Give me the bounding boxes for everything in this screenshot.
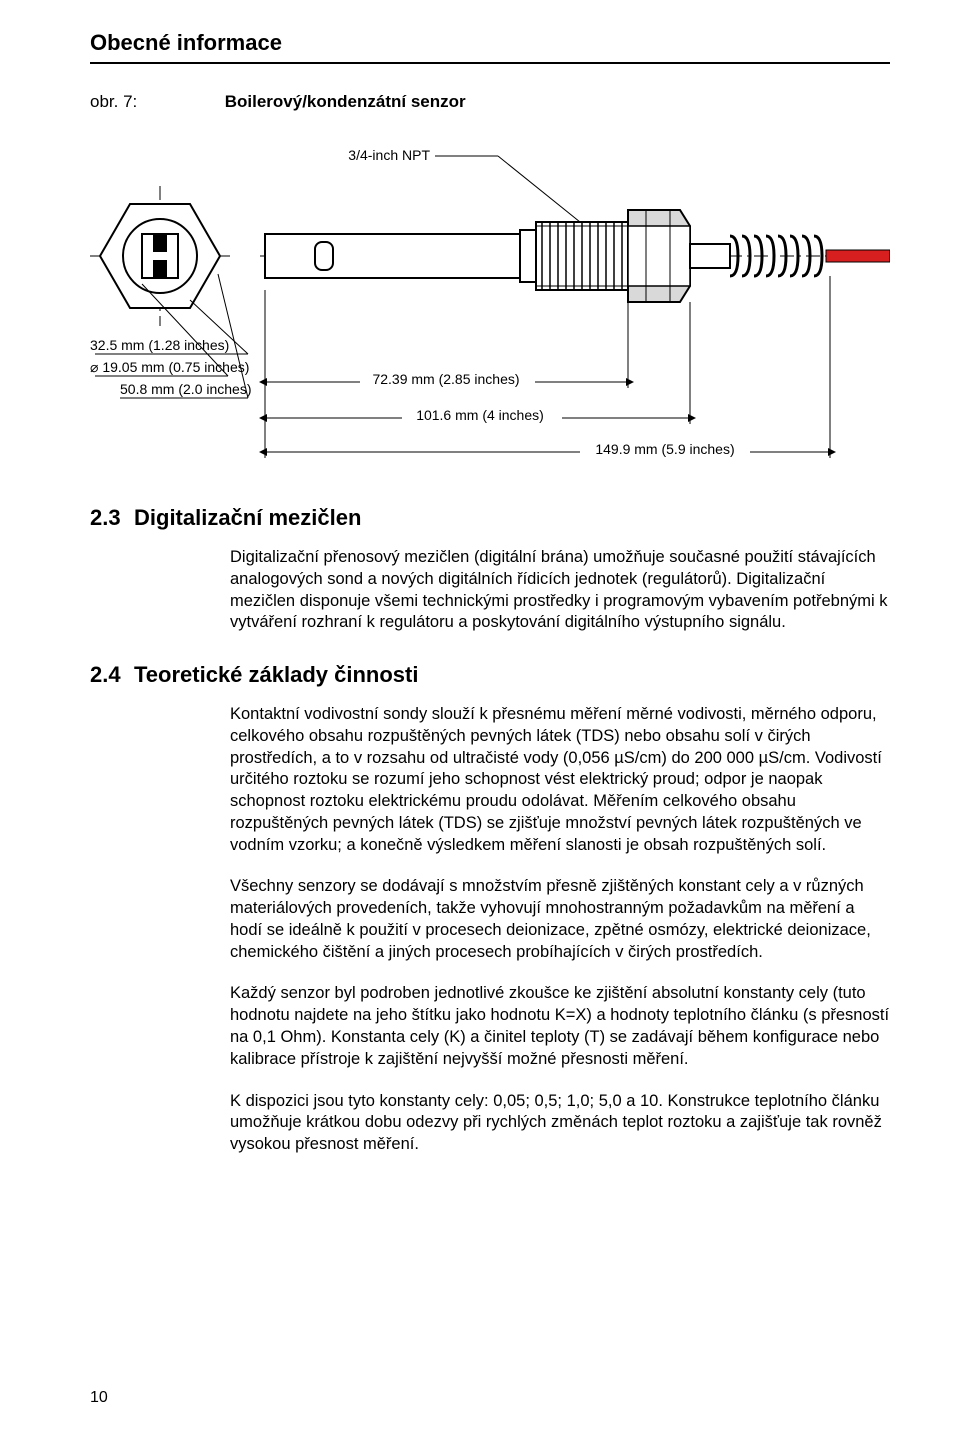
page-title: Obecné informace: [90, 30, 890, 56]
section-2-4-para-4: K dispozici jsou tyto konstanty cely: 0,…: [230, 1091, 890, 1156]
page-number: 10: [90, 1389, 108, 1407]
dim-149-9: 149.9 mm (5.9 inches): [595, 441, 734, 457]
dim-50-8: 50.8 mm (2.0 inches): [120, 381, 252, 397]
section-2-3-para-1: Digitalizační přenosový mezičlen (digitá…: [230, 547, 890, 634]
figure-number: obr. 7:: [90, 92, 220, 112]
figure-title: Boilerový/kondenzátní senzor: [225, 92, 466, 111]
diagram-svg: 3/4-inch NPT 32.5 mm (1.28 inches) ⌀ 19.…: [90, 126, 890, 466]
section-2-3-title: Digitalizační mezičlen: [134, 505, 361, 530]
dim-101-6: 101.6 mm (4 inches): [416, 407, 544, 423]
dim-72-39: 72.39 mm (2.85 inches): [372, 371, 519, 387]
section-2-4-title: Teoretické základy činnosti: [134, 662, 418, 687]
title-rule: [90, 62, 890, 64]
section-2-3-heading: 2.3Digitalizační mezičlen: [90, 505, 890, 531]
section-2-4-num: 2.4: [90, 662, 134, 688]
dim-32-5: 32.5 mm (1.28 inches): [90, 337, 229, 353]
section-2-3-num: 2.3: [90, 505, 134, 531]
figure-caption: obr. 7: Boilerový/kondenzátní senzor: [90, 92, 890, 112]
section-2-4-para-3: Každý senzor byl podroben jednotlivé zko…: [230, 983, 890, 1070]
dim-19-05: ⌀ 19.05 mm (0.75 inches): [90, 359, 249, 375]
dim-npt: 3/4-inch NPT: [348, 147, 430, 163]
section-2-4-para-1: Kontaktní vodivostní sondy slouží k přes…: [230, 704, 890, 856]
sensor-diagram: 3/4-inch NPT 32.5 mm (1.28 inches) ⌀ 19.…: [90, 126, 890, 471]
section-2-4-heading: 2.4Teoretické základy činnosti: [90, 662, 890, 688]
section-2-4-para-2: Všechny senzory se dodávají s množstvím …: [230, 876, 890, 963]
